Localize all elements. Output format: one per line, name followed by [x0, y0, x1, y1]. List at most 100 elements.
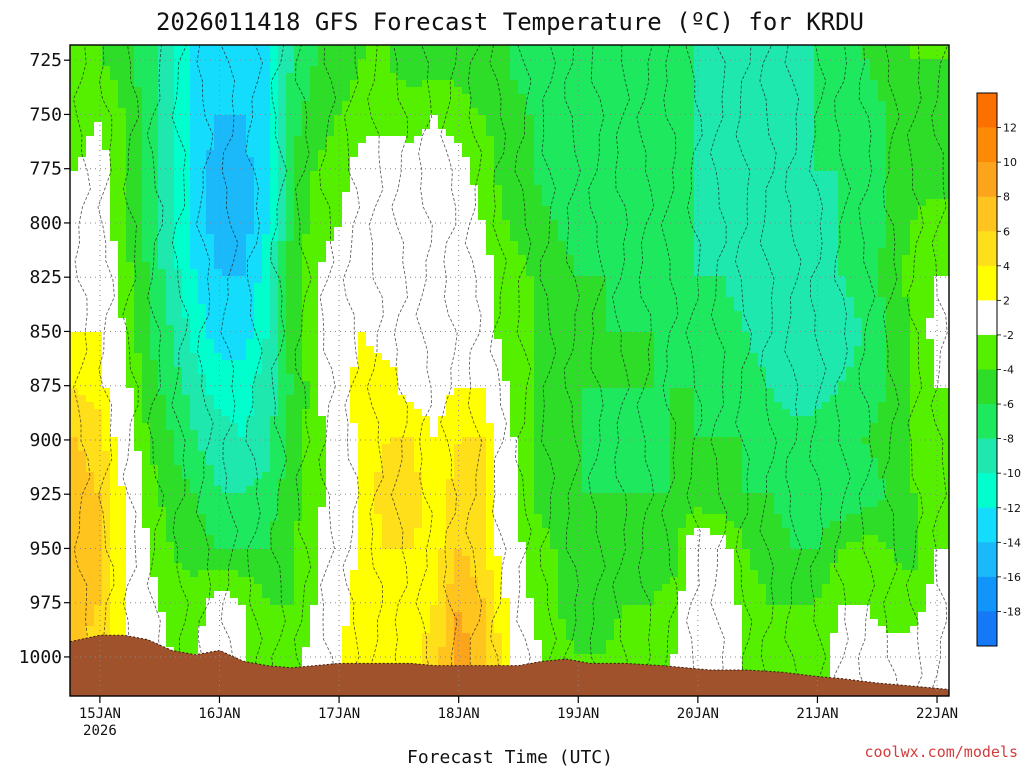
temperature-cell: [742, 52, 751, 60]
temperature-cell: [206, 311, 215, 319]
temperature-cell: [718, 115, 727, 123]
temperature-cell: [550, 59, 559, 67]
temperature-cell: [838, 353, 847, 361]
temperature-cell: [814, 150, 823, 158]
temperature-cell: [78, 192, 87, 200]
temperature-cell: [374, 150, 383, 158]
temperature-cell: [270, 143, 279, 151]
temperature-cell: [902, 59, 911, 67]
temperature-cell: [670, 73, 679, 81]
temperature-cell: [70, 192, 79, 200]
temperature-cell: [942, 94, 949, 102]
temperature-cell: [486, 157, 495, 165]
temperature-cell: [198, 318, 207, 326]
temperature-cell: [934, 283, 943, 291]
temperature-cell: [414, 108, 423, 116]
temperature-cell: [614, 262, 623, 270]
temperature-cell: [86, 318, 95, 326]
temperature-cell: [750, 185, 759, 193]
temperature-cell: [462, 241, 471, 249]
temperature-cell: [758, 164, 767, 172]
temperature-cell: [166, 283, 175, 291]
temperature-cell: [790, 199, 799, 207]
temperature-cell: [238, 311, 247, 319]
temperature-cell: [782, 227, 791, 235]
temperature-cell: [774, 164, 783, 172]
temperature-cell: [86, 360, 95, 368]
temperature-cell: [278, 73, 287, 81]
temperature-cell: [654, 262, 663, 270]
temperature-cell: [814, 66, 823, 74]
temperature-cell: [142, 136, 151, 144]
temperature-cell: [926, 290, 935, 298]
temperature-cell: [822, 101, 831, 109]
temperature-cell: [182, 157, 191, 165]
temperature-cell: [294, 185, 303, 193]
temperature-cell: [70, 213, 79, 221]
temperature-cell: [670, 87, 679, 95]
temperature-cell: [166, 213, 175, 221]
temperature-cell: [398, 353, 407, 361]
temperature-cell: [814, 262, 823, 270]
temperature-cell: [830, 276, 839, 284]
temperature-cell: [878, 122, 887, 130]
temperature-cell: [830, 115, 839, 123]
temperature-cell: [590, 206, 599, 214]
temperature-cell: [894, 234, 903, 242]
temperature-cell: [486, 122, 495, 130]
temperature-cell: [742, 80, 751, 88]
temperature-cell: [414, 66, 423, 74]
temperature-cell: [478, 157, 487, 165]
temperature-cell: [270, 241, 279, 249]
temperature-cell: [446, 164, 455, 172]
temperature-cell: [806, 143, 815, 151]
temperature-cell: [422, 206, 431, 214]
temperature-cell: [182, 87, 191, 95]
temperature-cell: [622, 339, 631, 347]
temperature-cell: [702, 227, 711, 235]
temperature-cell: [326, 318, 335, 326]
temperature-cell: [774, 248, 783, 256]
temperature-cell: [206, 353, 215, 361]
temperature-cell: [918, 339, 927, 347]
temperature-cell: [710, 262, 719, 270]
temperature-cell: [478, 290, 487, 298]
temperature-cell: [510, 94, 519, 102]
temperature-cell: [902, 129, 911, 137]
temperature-cell: [534, 87, 543, 95]
temperature-cell: [86, 108, 95, 116]
temperature-cell: [94, 227, 103, 235]
temperature-cell: [150, 108, 159, 116]
temperature-cell: [270, 248, 279, 256]
temperature-cell: [894, 213, 903, 221]
temperature-cell: [614, 73, 623, 81]
temperature-cell: [518, 199, 527, 207]
temperature-cell: [614, 269, 623, 277]
temperature-cell: [614, 171, 623, 179]
temperature-cell: [614, 192, 623, 200]
temperature-cell: [646, 213, 655, 221]
temperature-cell: [918, 66, 927, 74]
temperature-cell: [318, 332, 327, 340]
temperature-cell: [814, 269, 823, 277]
temperature-cell: [78, 52, 87, 60]
temperature-cell: [494, 234, 503, 242]
temperature-cell: [806, 262, 815, 270]
temperature-cell: [326, 360, 335, 368]
temperature-cell: [134, 269, 143, 277]
temperature-cell: [342, 213, 351, 221]
temperature-cell: [270, 59, 279, 67]
temperature-cell: [182, 108, 191, 116]
temperature-cell: [734, 66, 743, 74]
temperature-cell: [254, 325, 263, 333]
temperature-cell: [886, 283, 895, 291]
temperature-cell: [694, 269, 703, 277]
temperature-cell: [566, 80, 575, 88]
temperature-cell: [414, 185, 423, 193]
temperature-cell: [742, 339, 751, 347]
temperature-cell: [542, 353, 551, 361]
temperature-cell: [134, 311, 143, 319]
temperature-cell: [854, 213, 863, 221]
temperature-cell: [622, 213, 631, 221]
temperature-cell: [414, 220, 423, 228]
